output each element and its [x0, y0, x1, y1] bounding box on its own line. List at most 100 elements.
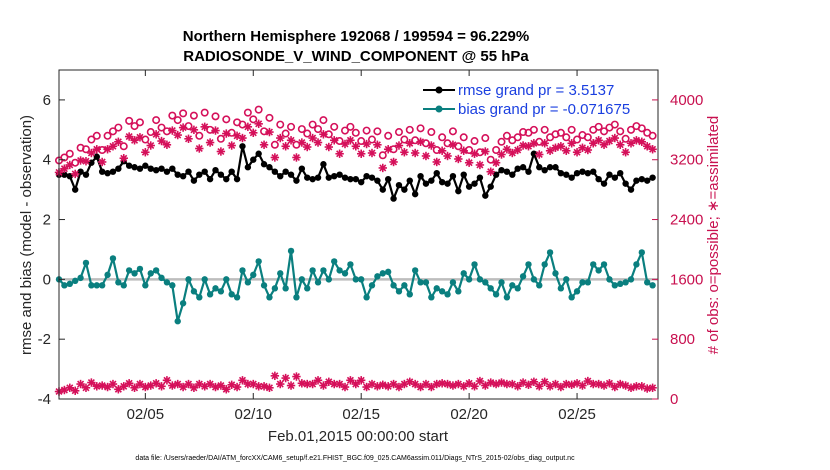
series-2-point: [249, 115, 258, 124]
series-1-point: [244, 279, 252, 286]
series-0-point: [438, 178, 446, 186]
series-4-point: [319, 381, 328, 390]
series-0-point: [406, 177, 413, 184]
series-4-point-stroke: [98, 382, 106, 390]
series-4-point: [276, 379, 285, 389]
series-3-point: [249, 128, 258, 138]
series-3-point: [648, 145, 657, 154]
series-0-point: [357, 178, 365, 186]
series-4-point: [124, 379, 134, 388]
series-0-point: [579, 168, 586, 175]
series-0-point: [201, 168, 208, 175]
series-1-point: [384, 268, 392, 276]
series-3-point-stroke: [184, 135, 193, 143]
series-1-point: [336, 267, 343, 274]
series-3-point-stroke: [422, 152, 430, 160]
series-1-point: [71, 277, 79, 285]
series-1-point: [433, 285, 440, 292]
series-4-point-stroke: [411, 380, 419, 388]
series-3-point: [292, 153, 301, 162]
series-1-point: [617, 280, 624, 288]
series-2-point: [600, 127, 609, 136]
series-3-point-stroke: [508, 149, 516, 157]
y2-axis: 0 800 1600 2400 3200 4000: [652, 92, 703, 408]
series-2-point: [87, 135, 96, 144]
series-4-point: [346, 376, 355, 385]
series-3-point-stroke: [519, 141, 527, 150]
series-2-point: [211, 112, 220, 121]
series-3-point-stroke: [470, 150, 479, 158]
series-2-point: [281, 129, 290, 138]
series-3-point: [540, 139, 549, 148]
series-2-point: [621, 134, 630, 143]
series-3-point-stroke: [530, 139, 538, 147]
series-2-point: [594, 122, 603, 131]
series-3-point-stroke: [411, 149, 419, 157]
series-3-point-stroke: [238, 134, 247, 142]
series-1-point: [341, 270, 349, 277]
series-2-point: [448, 127, 457, 136]
series-3-point-stroke: [395, 141, 403, 150]
series-2-point: [627, 125, 636, 134]
series-0-point: [509, 171, 516, 178]
series-4-point: [475, 376, 485, 386]
series-4-point-stroke: [481, 382, 489, 390]
series-0-point: [217, 171, 225, 178]
series-0-point: [212, 166, 219, 174]
series-3-point: [330, 136, 339, 145]
series-3-point: [151, 130, 161, 139]
series-0-point: [352, 175, 360, 183]
series-4-point: [303, 379, 312, 389]
series-1-point: [395, 288, 403, 295]
series-4-point-stroke: [260, 382, 268, 390]
series-3-point-stroke: [228, 141, 236, 150]
series-2-point: [270, 140, 279, 149]
series-0-point: [627, 186, 635, 193]
series-3-point-stroke: [190, 126, 198, 134]
series-3-point-stroke: [438, 147, 446, 155]
series-3-point-stroke: [611, 134, 619, 142]
series-0-point: [644, 177, 651, 184]
series-0-point: [611, 174, 619, 181]
series-3-point: [227, 141, 236, 150]
series-2-point: [297, 125, 306, 134]
series-3-point-stroke: [487, 168, 495, 176]
series-2-point: [173, 116, 182, 125]
series-3-point-stroke: [336, 150, 344, 158]
series-4-point: [432, 379, 441, 389]
series-3-point-stroke: [265, 128, 273, 136]
series-1-point: [314, 279, 322, 286]
series-1-point: [331, 258, 338, 265]
series-4-point-stroke: [611, 383, 619, 391]
series-3-point-stroke: [584, 146, 592, 154]
series-3-point: [303, 142, 312, 152]
series-4-point: [173, 379, 182, 389]
series-3-point-stroke: [260, 141, 268, 149]
series-3-point: [178, 123, 188, 132]
series-0-point: [471, 180, 478, 187]
y-tick-label: 4: [43, 152, 51, 169]
series-1-point: [428, 294, 435, 301]
series-1-point: [298, 276, 306, 283]
series-3-point: [281, 142, 290, 151]
series-4-point-stroke: [508, 380, 516, 388]
legend: rmse grand pr = 3.5137 bias grand pr = -…: [423, 82, 630, 118]
series-3-point-stroke: [390, 158, 398, 166]
series-3-point: [567, 139, 576, 148]
series-3-point-stroke: [357, 150, 365, 158]
series-4-point: [103, 382, 112, 392]
series-3-point: [340, 139, 350, 149]
series-4-point: [184, 379, 193, 389]
series-3-point-stroke: [87, 149, 95, 157]
series-3-point-stroke: [627, 139, 635, 147]
series-3-point: [92, 145, 101, 154]
series-4-point: [70, 386, 80, 395]
series-0-point: [546, 164, 554, 171]
chart-title: Northern Hemisphere 192068 / 199594 = 96…: [183, 28, 529, 45]
series-0-point: [525, 168, 532, 175]
legend-bias-marker: [435, 105, 443, 113]
series-4-point-stroke: [487, 379, 495, 387]
series-1-point: [93, 282, 100, 289]
series-3-point-stroke: [605, 137, 613, 145]
series-4-point-stroke: [390, 380, 398, 388]
